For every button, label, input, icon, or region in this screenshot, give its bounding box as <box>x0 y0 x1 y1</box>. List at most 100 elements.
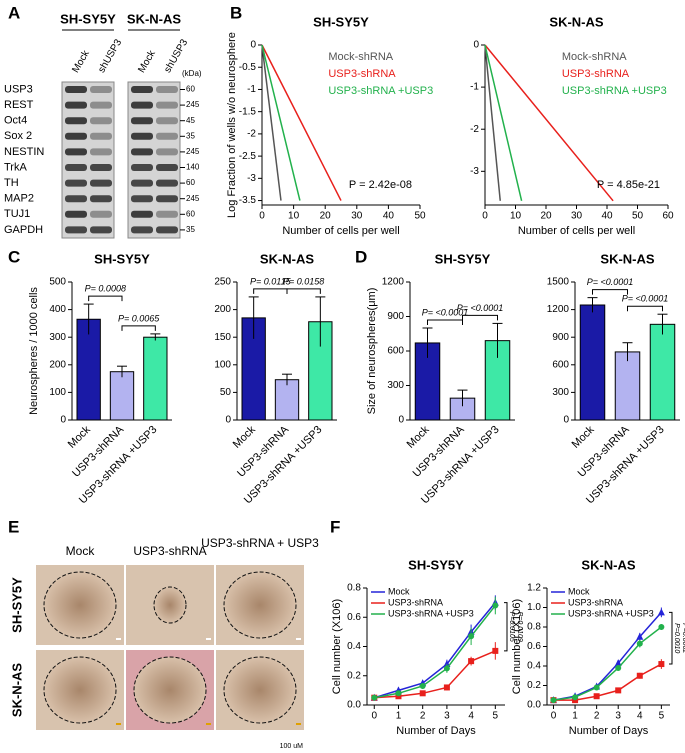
scale-bar <box>116 638 121 640</box>
kda-value: 35 <box>186 131 195 140</box>
series-line <box>374 602 496 699</box>
y-tick-label: 0.6 <box>347 612 361 623</box>
point <box>550 697 557 704</box>
blot-band <box>156 132 178 140</box>
y-axis-label: Log Fraction of wells w/o neurosphere <box>226 32 238 218</box>
x-tick-label: 30 <box>351 211 363 222</box>
blot-band <box>65 164 87 171</box>
panel-label: F <box>330 517 340 536</box>
y-tick-label: 1200 <box>382 277 405 288</box>
x-tick-label: 2 <box>594 711 600 722</box>
p-value: P= <0.0001 <box>422 307 469 317</box>
spheroid <box>153 586 187 624</box>
series-line <box>261 44 342 201</box>
point <box>492 647 499 654</box>
y-tick-label: 0.2 <box>347 670 361 681</box>
protein-label: MAP2 <box>4 193 34 205</box>
blot-band <box>156 101 178 109</box>
p-value: P=0.0105 <box>508 612 515 642</box>
p-value: P=0.0010 <box>673 623 680 653</box>
y-tick-label: 1200 <box>547 304 570 315</box>
point <box>419 690 426 697</box>
scale-bar <box>296 723 301 725</box>
x-tick-label: 5 <box>659 711 665 722</box>
y-axis-label: Size of neurospheres(μm) <box>366 288 378 415</box>
y-tick-label: -2.5 <box>239 151 257 162</box>
bar <box>274 379 300 421</box>
p-value: P= <0.0001 <box>587 277 634 287</box>
cell-line-label: SK-N-AS <box>127 11 181 26</box>
panel-label: A <box>8 3 20 22</box>
blot-band <box>90 148 112 156</box>
scale-bar <box>206 723 211 725</box>
y-tick-label: -2 <box>247 129 256 140</box>
p-value: P= <0.0001 <box>622 294 669 304</box>
point <box>636 632 644 640</box>
blot-band <box>156 179 178 187</box>
p-value: P= 0.0065 <box>118 313 160 323</box>
y-tick-label: 100 <box>214 359 231 370</box>
x-tick-label: 1 <box>396 711 402 722</box>
significance-bracket <box>88 295 123 302</box>
y-tick-label: 0 <box>563 415 569 426</box>
blot-band <box>131 195 153 203</box>
panel-label: B <box>230 3 242 22</box>
x-tick-label: 0 <box>551 711 557 722</box>
x-tick-label: 5 <box>493 711 499 722</box>
y-tick-label: 0.4 <box>347 641 361 652</box>
protein-label: Oct4 <box>4 115 27 127</box>
y-tick-label: 0 <box>60 415 66 426</box>
blot-band <box>156 210 178 218</box>
chart-title: SH-SY5Y <box>408 557 464 572</box>
x-tick-label: 40 <box>383 211 395 222</box>
blot-band <box>65 195 87 203</box>
p-value: P=0.0109 <box>516 612 523 642</box>
point <box>443 665 450 672</box>
y-tick-label: 1.0 <box>527 602 541 613</box>
series-line <box>261 44 282 201</box>
blot-band <box>65 101 87 109</box>
x-tick-label: 4 <box>637 711 643 722</box>
protein-label: TrkA <box>4 161 27 173</box>
blot-band <box>131 210 153 218</box>
p-value: P=0.0062 <box>681 623 685 653</box>
significance-bracket <box>592 289 628 295</box>
blot-band <box>90 179 112 187</box>
x-tick-label: 10 <box>288 211 300 222</box>
x-tick-label: 30 <box>571 211 583 222</box>
y-tick-label: -0.5 <box>239 62 257 73</box>
chart-title: SH-SY5Y <box>435 251 491 266</box>
blot-band <box>131 179 153 187</box>
y-tick-label: -2 <box>470 124 479 135</box>
series-line <box>553 626 662 701</box>
protein-label: GAPDH <box>4 224 43 236</box>
y-tick-label: 0.8 <box>347 583 361 594</box>
x-tick-label: 2 <box>420 711 426 722</box>
y-tick-label: 500 <box>49 277 66 288</box>
kda-value: 140 <box>186 163 200 172</box>
blot-band <box>65 148 87 156</box>
blot-band <box>131 132 153 140</box>
row-label: SK-N-AS <box>9 663 24 717</box>
series-line <box>484 44 614 202</box>
y-tick-label: 0.0 <box>347 700 361 711</box>
column-label: USP3-shRNA <box>133 544 206 558</box>
y-tick-label: 0 <box>225 415 231 426</box>
chart-title: SK-N-AS <box>260 251 314 266</box>
blot-band <box>90 195 112 203</box>
p-value: P= 0.0008 <box>85 283 126 293</box>
blot-band <box>131 86 153 93</box>
point <box>614 659 622 667</box>
chart-title: SK-N-AS <box>600 251 654 266</box>
legend-label: USP3-shRNA +USP3 <box>388 608 474 618</box>
cell-line-label: SH-SY5Y <box>60 11 116 26</box>
series-line <box>484 44 523 201</box>
significance-bracket <box>504 602 508 652</box>
y-tick-label: 900 <box>552 332 569 343</box>
p-value: P = 4.85e-21 <box>597 179 660 191</box>
blot-band <box>156 164 178 171</box>
point <box>468 633 475 640</box>
kda-value: 35 <box>186 225 195 234</box>
spheroid <box>133 656 207 724</box>
